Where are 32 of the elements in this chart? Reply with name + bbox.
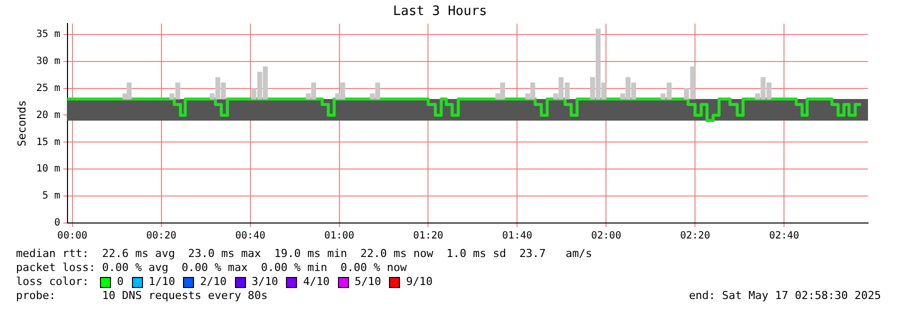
text: median rtt: 22.6 ms avg 23.0 ms max 19.0 ms min 22.0 ms now 1.0 ms sd 23.7 am/s — [16, 247, 594, 261]
x-tick-label: 01:00 — [324, 230, 354, 242]
text: probe: 10 DNS requests every 80s — [16, 289, 268, 302]
text: 5/10 — [354, 275, 382, 289]
text: end: Sat May 17 02:58:30 2025 — [688, 289, 881, 303]
text: 1/10 — [148, 275, 176, 289]
y-tick-label: 10 m — [36, 164, 60, 175]
text: 9/10 — [406, 275, 433, 289]
y-tick-label: 5 m — [42, 190, 60, 202]
y-tick-label: 35 m — [36, 28, 60, 40]
text: 3/10 — [252, 275, 278, 289]
bar — [126, 82, 132, 100]
y-tick-label: 25 m — [36, 82, 60, 94]
x-tick-label: 01:20 — [413, 230, 444, 242]
chart-title: Last 3 Hours — [393, 4, 487, 20]
text: loss color: — [16, 275, 90, 289]
x-tick-label: 02:20 — [680, 230, 710, 242]
x-tick-label: 00:00 — [57, 230, 88, 242]
text: packet loss: 0.00 % avg 0.00 % max 0.00 % min 0.00 % now — [16, 261, 408, 275]
y-tick-label: 15 m — [36, 136, 60, 148]
y-axis-title: Seconds — [15, 100, 28, 146]
x-tick-label: 02:00 — [591, 230, 622, 242]
text: 4/10 — [303, 275, 330, 289]
x-tick-label: 01:40 — [502, 230, 532, 242]
x-tick-label: 00:40 — [235, 230, 266, 242]
x-tick-label: 00:20 — [146, 230, 176, 242]
y-tick-label: 20 m — [36, 110, 60, 121]
y-tick-label: 30 m — [36, 56, 60, 67]
y-tick-label: 0 — [54, 218, 60, 229]
text: 2/10 — [200, 275, 227, 289]
x-tick-label: 02:40 — [769, 230, 800, 242]
text: 0 — [117, 275, 124, 289]
